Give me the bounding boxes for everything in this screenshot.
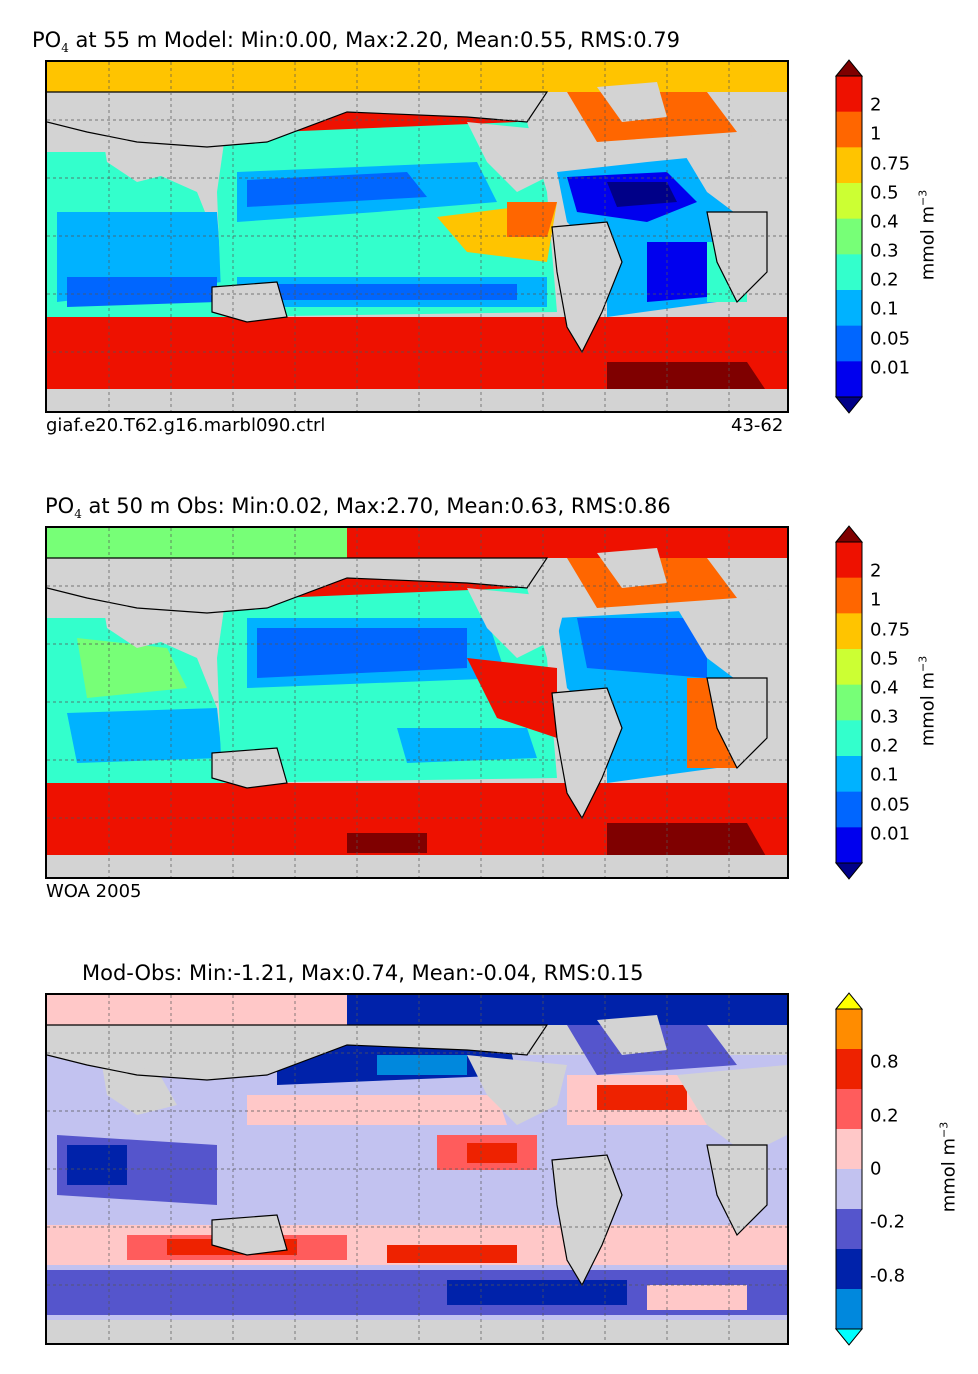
colorbar-swatch xyxy=(836,577,862,614)
colorbar-extend-max xyxy=(834,59,864,77)
colorbar-tick-label: 0 xyxy=(870,1158,882,1180)
panel-2-caption-left: WOA 2005 xyxy=(46,881,142,902)
colorbar-swatch xyxy=(836,1129,862,1170)
colorbar-tick-label: 0.01 xyxy=(870,823,911,845)
colorbar-swatch xyxy=(836,1049,862,1090)
panel-1-caption-left: giaf.e20.T62.g16.marbl090.ctrl xyxy=(46,415,326,436)
colorbar-tick-label: 1 xyxy=(870,589,882,611)
colorbar-tick-label: 0.1 xyxy=(870,298,899,320)
colorbar-swatch xyxy=(836,147,862,184)
colorbar-tick-label: 0.01 xyxy=(870,357,911,379)
observed-po4-map xyxy=(45,526,789,879)
colorbar-tick-label: 1 xyxy=(870,123,882,145)
model-po4-map xyxy=(45,60,789,413)
colorbar-swatch xyxy=(836,1209,862,1250)
colorbar-swatch xyxy=(836,361,862,398)
colorbar-extend-min xyxy=(834,1328,864,1346)
colorbar-tick-label: 0.75 xyxy=(870,619,911,641)
colorbar-swatch xyxy=(836,827,862,864)
colorbar-tick-label: -0.8 xyxy=(870,1265,906,1287)
colorbar-swatch xyxy=(836,111,862,148)
colorbar-frame xyxy=(835,1008,863,1330)
colorbar-tick-label: 0.2 xyxy=(870,1105,899,1127)
colorbar-diff xyxy=(834,992,864,1346)
colorbar-swatch xyxy=(836,684,862,721)
colorbar-swatch xyxy=(836,791,862,828)
colorbar-swatch xyxy=(836,254,862,291)
colorbar-swatch xyxy=(836,183,862,220)
colorbar-extend-max xyxy=(834,525,864,543)
colorbar-frame xyxy=(835,75,863,398)
colorbar-tick-label: 0.05 xyxy=(870,328,911,350)
panel-1-caption-right: 43-62 xyxy=(731,415,784,436)
colorbar-extend-min xyxy=(834,862,864,880)
colorbar-tick-label: 0.5 xyxy=(870,648,899,670)
colorbar-obs-units: mmol m−3 xyxy=(916,655,939,747)
colorbar-swatch xyxy=(836,1249,862,1290)
colorbar-swatch xyxy=(836,720,862,757)
colorbar-swatch xyxy=(836,756,862,793)
colorbar-tick-label: 0.2 xyxy=(870,735,899,757)
panel-2-title: PO4 at 50 m Obs: Min:0.02, Max:2.70, Mea… xyxy=(45,494,671,522)
colorbar-tick-label: -0.2 xyxy=(870,1211,906,1233)
colorbar-tick-label: 0.5 xyxy=(870,182,899,204)
colorbar-swatch xyxy=(836,613,862,650)
colorbar-swatch xyxy=(836,218,862,255)
colorbar-swatch xyxy=(836,1169,862,1210)
colorbar-tick-label: 0.3 xyxy=(870,240,899,262)
colorbar-model-units: mmol m−3 xyxy=(916,189,939,281)
colorbar-tick-label: 2 xyxy=(870,94,882,116)
colorbar-swatch xyxy=(836,542,862,579)
colorbar-tick-label: 0.3 xyxy=(870,706,899,728)
colorbar-model xyxy=(834,59,864,414)
colorbar-tick-label: 0.8 xyxy=(870,1051,899,1073)
colorbar-extend-max xyxy=(834,992,864,1010)
difference-map xyxy=(45,993,789,1345)
colorbar-tick-label: 0.1 xyxy=(870,764,899,786)
colorbar-swatch xyxy=(836,290,862,327)
colorbar-swatch xyxy=(836,1089,862,1130)
colorbar-swatch xyxy=(836,76,862,113)
colorbar-tick-label: 0.05 xyxy=(870,794,911,816)
colorbar-tick-label: 0.75 xyxy=(870,153,911,175)
panel-1-title: PO4 at 55 m Model: Min:0.00, Max:2.20, M… xyxy=(32,28,680,56)
colorbar-swatch xyxy=(836,1289,862,1330)
colorbar-swatch xyxy=(836,325,862,362)
colorbar-diff-units: mmol m−3 xyxy=(937,1121,960,1213)
colorbar-obs xyxy=(834,525,864,880)
colorbar-tick-label: 2 xyxy=(870,560,882,582)
colorbar-swatch xyxy=(836,1009,862,1050)
colorbar-tick-label: 0.4 xyxy=(870,211,899,233)
panel-3-title: Mod-Obs: Min:-1.21, Max:0.74, Mean:-0.04… xyxy=(82,961,644,985)
colorbar-frame xyxy=(835,541,863,864)
colorbar-extend-min xyxy=(834,396,864,414)
colorbar-tick-label: 0.2 xyxy=(870,269,899,291)
colorbar-tick-label: 0.4 xyxy=(870,677,899,699)
colorbar-swatch xyxy=(836,649,862,686)
